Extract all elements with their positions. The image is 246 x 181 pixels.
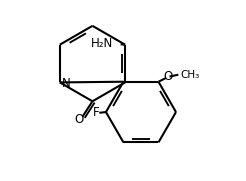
Text: CH₃: CH₃ — [180, 70, 199, 80]
Text: F: F — [93, 106, 99, 119]
Text: O: O — [75, 113, 84, 126]
Text: N: N — [62, 77, 71, 90]
Text: O: O — [164, 70, 173, 83]
Text: H₂N: H₂N — [91, 37, 113, 50]
